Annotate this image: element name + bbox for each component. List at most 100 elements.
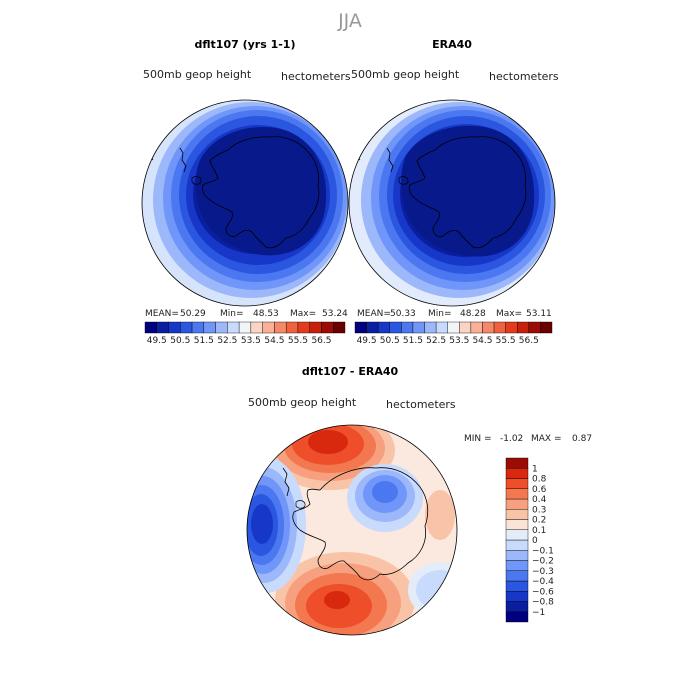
colorbar-tick-label: 0.6 [532,485,547,495]
positive-anomaly [308,430,348,454]
colorbar-swatch [333,321,346,334]
island-outline [191,176,202,185]
negative-anomaly [251,504,273,544]
colorbar-swatch [401,321,414,334]
colorbar-tick-label: 53.5 [449,336,469,346]
colorbar-swatch [250,321,263,334]
panel-title: ERA40 [432,38,472,51]
colorbar-swatch [505,550,529,561]
colorbar: 49.5 50.5 51.5 52.5 53.5 54.5 55.5 56.5 [144,321,346,346]
colorbar-tick-label: −0.3 [532,567,554,577]
colorbar-swatch [505,580,529,592]
colorbar-swatch [274,321,287,334]
colorbar-swatch [505,321,518,334]
colorbar-swatch [505,519,529,530]
colorbar-swatch [505,509,529,520]
colorbar-swatch [505,457,529,469]
colorbar-swatch [389,321,402,334]
polar-map [349,100,555,306]
max-label: MAX = [531,434,562,444]
units-label: hectometers [281,70,351,83]
colorbar-swatch [180,321,193,334]
polar-map [142,100,348,306]
south-america-tip [179,147,187,173]
colorbar-swatch [505,498,529,510]
colorbar-tick-label: −0.1 [532,546,554,556]
colorbar-swatch [540,321,553,334]
colorbar-swatch [505,570,529,582]
max-label: Max= [496,309,522,319]
colorbar-tick-label: 51.5 [194,336,214,346]
colorbar-swatch [505,611,529,623]
contour-core [401,125,535,257]
colorbar-swatch [424,321,437,334]
colorbar-tick-label: −1 [532,608,545,618]
units-label: hectometers [489,70,559,83]
panel-title: dflt107 (yrs 1-1) [195,38,296,51]
negative-anomaly [416,570,457,610]
colorbar-tick-label: 0.1 [532,526,546,536]
colorbar-swatch [285,321,299,334]
colorbar: 49.5 50.5 51.5 52.5 53.5 54.5 55.5 56.5 [354,321,553,346]
colorbar-swatch [156,321,169,334]
colorbar-swatch [203,321,216,334]
colorbar-tick-label: 52.5 [217,336,237,346]
colorbar-tick-label: 52.5 [426,336,446,346]
colorbar-tick-label: 53.5 [241,336,261,346]
mean-label: MEAN= [145,309,179,319]
map-boundary [141,99,349,307]
antarctica-coastline [202,136,320,249]
units-label: hectometers [386,398,456,411]
colorbar-swatch [505,468,529,479]
panel-difference: dflt107 - ERA40 500mb geop height hectom… [246,365,592,636]
mean-value: 50.29 [180,309,206,319]
colorbar-tick-label: 50.5 [170,336,190,346]
colorbar: 10.80.60.40.30.20.10−0.1−0.2−0.3−0.4−0.6… [505,457,554,623]
page-title: JJA [337,10,362,32]
colorbar-tick-label: 49.5 [357,336,377,346]
panel-reanalysis: ERA40 500mb geop height hectometers MEAN… [348,38,559,346]
mean-value: 50.33 [390,309,416,319]
colorbar-swatch [493,321,506,334]
colorbar-swatch [215,321,228,334]
max-value: 53.11 [526,309,552,319]
min-value: 48.28 [460,309,486,319]
negative-anomaly [372,481,398,503]
antarctica-coastline [292,467,429,581]
min-label: Min= [428,309,452,319]
colorbar-swatch [447,321,460,334]
variable-label: 500mb geop height [351,68,460,81]
colorbar-swatch [505,560,529,571]
colorbar-swatch [168,321,181,334]
colorbar-tick-label: 51.5 [403,336,423,346]
min-label: Min= [220,309,244,319]
colorbar-swatch [412,321,425,334]
polar-map [247,425,457,635]
min-value: -1.02 [500,434,523,444]
colorbar-swatch [505,529,529,541]
positive-anomaly [425,490,455,540]
colorbar-swatch [354,321,367,334]
colorbar-swatch [144,321,157,334]
colorbar-swatch [505,488,529,500]
panel-model: dflt107 (yrs 1-1) 500mb geop height hect… [141,38,351,346]
colorbar-tick-label: 54.5 [472,336,492,346]
colorbar-swatch [262,321,275,334]
colorbar-tick-label: −0.4 [532,577,554,587]
colorbar-swatch [297,321,310,334]
panel-title: dflt107 - ERA40 [302,365,399,378]
colorbar-swatch [505,601,529,612]
colorbar-swatch [309,321,322,334]
colorbar-tick-label: 0.8 [532,475,547,485]
colorbar-tick-label: 54.5 [264,336,284,346]
colorbar-tick-label: 50.5 [380,336,400,346]
mean-label: MEAN= [357,309,391,319]
colorbar-tick-label: 1 [532,464,538,474]
colorbar-tick-label: 0.3 [532,505,546,515]
colorbar-tick-label: 0 [532,536,538,546]
island-outline [295,500,306,509]
positive-anomaly [324,591,350,609]
colorbar-tick-label: 55.5 [288,336,308,346]
colorbar-tick-label: 0.4 [532,495,547,505]
colorbar-tick-label: −0.2 [532,557,554,567]
